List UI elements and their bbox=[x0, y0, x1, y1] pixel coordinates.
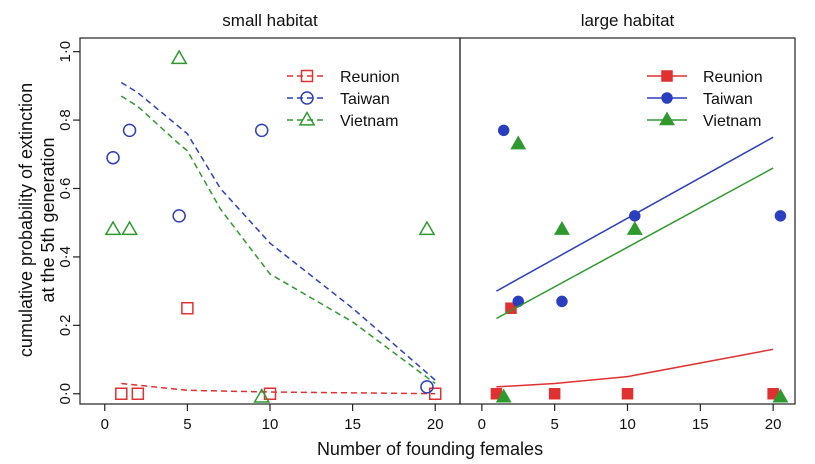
x-tick-label: 0 bbox=[101, 416, 109, 433]
data-point-vietnam bbox=[104, 220, 122, 236]
data-point-taiwan bbox=[172, 209, 186, 223]
data-point-vietnam bbox=[626, 221, 643, 235]
legend-label: Reunion bbox=[340, 69, 400, 86]
series-reunion bbox=[490, 302, 779, 400]
data-point-vietnam bbox=[170, 49, 188, 65]
data-point-vietnam bbox=[253, 388, 271, 403]
panel-title: small habitat bbox=[222, 11, 318, 30]
panel-title: large habitat bbox=[581, 11, 675, 30]
data-point-reunion bbox=[181, 301, 194, 315]
legend-entry-reunion: Reunion bbox=[287, 69, 400, 86]
data-point-taiwan bbox=[122, 123, 137, 138]
x-tick-label: 20 bbox=[427, 416, 444, 433]
legend-marker bbox=[300, 69, 314, 83]
x-tick-label: 15 bbox=[692, 416, 709, 433]
y-axis-title-line-1: cumulative probability of extinction bbox=[16, 83, 36, 357]
data-point-taiwan bbox=[497, 124, 510, 137]
y-tick-label: 0·0 bbox=[57, 383, 74, 405]
legend-label: Vietnam bbox=[340, 113, 398, 130]
legend-label: Vietnam bbox=[703, 113, 761, 130]
y-tick-label: 0·4 bbox=[57, 246, 74, 268]
x-tick-label: 0 bbox=[478, 416, 486, 433]
data-point-taiwan bbox=[556, 295, 568, 308]
x-tick-label: 10 bbox=[262, 416, 279, 433]
x-tick-label: 5 bbox=[551, 416, 559, 433]
data-point-vietnam bbox=[418, 220, 436, 236]
series-vietnam bbox=[104, 49, 436, 403]
fit-line-taiwan bbox=[120, 81, 436, 381]
x-tick-label: 10 bbox=[619, 416, 636, 433]
legend-marker bbox=[659, 111, 675, 126]
x-tick-label: 15 bbox=[344, 416, 361, 433]
y-tick-label: 1·0 bbox=[57, 41, 74, 63]
series-taiwan bbox=[106, 81, 436, 394]
series-reunion bbox=[115, 301, 442, 400]
legend-entry-taiwan: Taiwan bbox=[647, 91, 753, 108]
legend-marker bbox=[298, 110, 316, 126]
data-point-taiwan bbox=[629, 210, 641, 222]
data-point-taiwan bbox=[774, 210, 787, 222]
fit-line-reunion bbox=[496, 348, 774, 388]
plot-frame bbox=[79, 37, 461, 405]
data-point-vietnam bbox=[510, 135, 527, 150]
data-point-vietnam bbox=[772, 388, 789, 403]
data-point-vietnam bbox=[495, 388, 512, 403]
y-tick-label: 0·6 bbox=[57, 178, 74, 200]
legend-marker bbox=[661, 70, 673, 82]
legend-entry-taiwan: Taiwan bbox=[287, 91, 390, 108]
data-point-reunion bbox=[548, 387, 561, 400]
y-axis-title-line-2: at the 5th generation bbox=[38, 137, 58, 302]
series-taiwan bbox=[496, 124, 787, 308]
y-tick-label: 0·8 bbox=[57, 109, 74, 131]
data-point-taiwan bbox=[420, 380, 434, 394]
data-point-reunion bbox=[131, 387, 145, 400]
x-tick-label: 20 bbox=[765, 416, 782, 433]
legend-entry-vietnam: Vietnam bbox=[287, 110, 398, 130]
panel-small-habitat: small habitat 0 5 10 15 20 0·0 0·2 0·4 0·6 0·8 1·0 R… bbox=[57, 11, 461, 433]
panel-large-habitat: large habitat 0 5 10 15 20 Reunion Taiwan Vietna… bbox=[459, 11, 796, 433]
legend-label: Reunion bbox=[703, 69, 763, 86]
legend-entry-vietnam: Vietnam bbox=[647, 111, 761, 130]
data-point-taiwan bbox=[106, 150, 120, 165]
legend-entry-reunion: Reunion bbox=[647, 69, 763, 86]
x-axis-title: Number of founding females bbox=[317, 439, 543, 459]
fit-line-vietnam bbox=[120, 95, 436, 385]
series-vietnam bbox=[495, 135, 789, 403]
legend-marker bbox=[661, 92, 673, 104]
legend-label: Taiwan bbox=[703, 91, 753, 108]
data-point-vietnam bbox=[121, 220, 138, 236]
data-point-vietnam bbox=[554, 221, 570, 235]
legend-marker bbox=[300, 91, 314, 105]
data-point-taiwan bbox=[254, 123, 269, 138]
data-point-reunion bbox=[621, 387, 634, 400]
fit-line-vietnam bbox=[496, 167, 774, 320]
panels: small habitat 0 5 10 15 20 0·0 0·2 0·4 0·6 0·8 1·0 R… bbox=[57, 11, 796, 433]
x-tick-label: 5 bbox=[183, 416, 191, 433]
fit-line-reunion bbox=[121, 382, 436, 395]
legend-label: Taiwan bbox=[340, 91, 390, 108]
y-tick-label: 0·2 bbox=[57, 314, 74, 336]
data-point-reunion bbox=[115, 387, 128, 400]
data-point-reunion bbox=[428, 387, 442, 400]
